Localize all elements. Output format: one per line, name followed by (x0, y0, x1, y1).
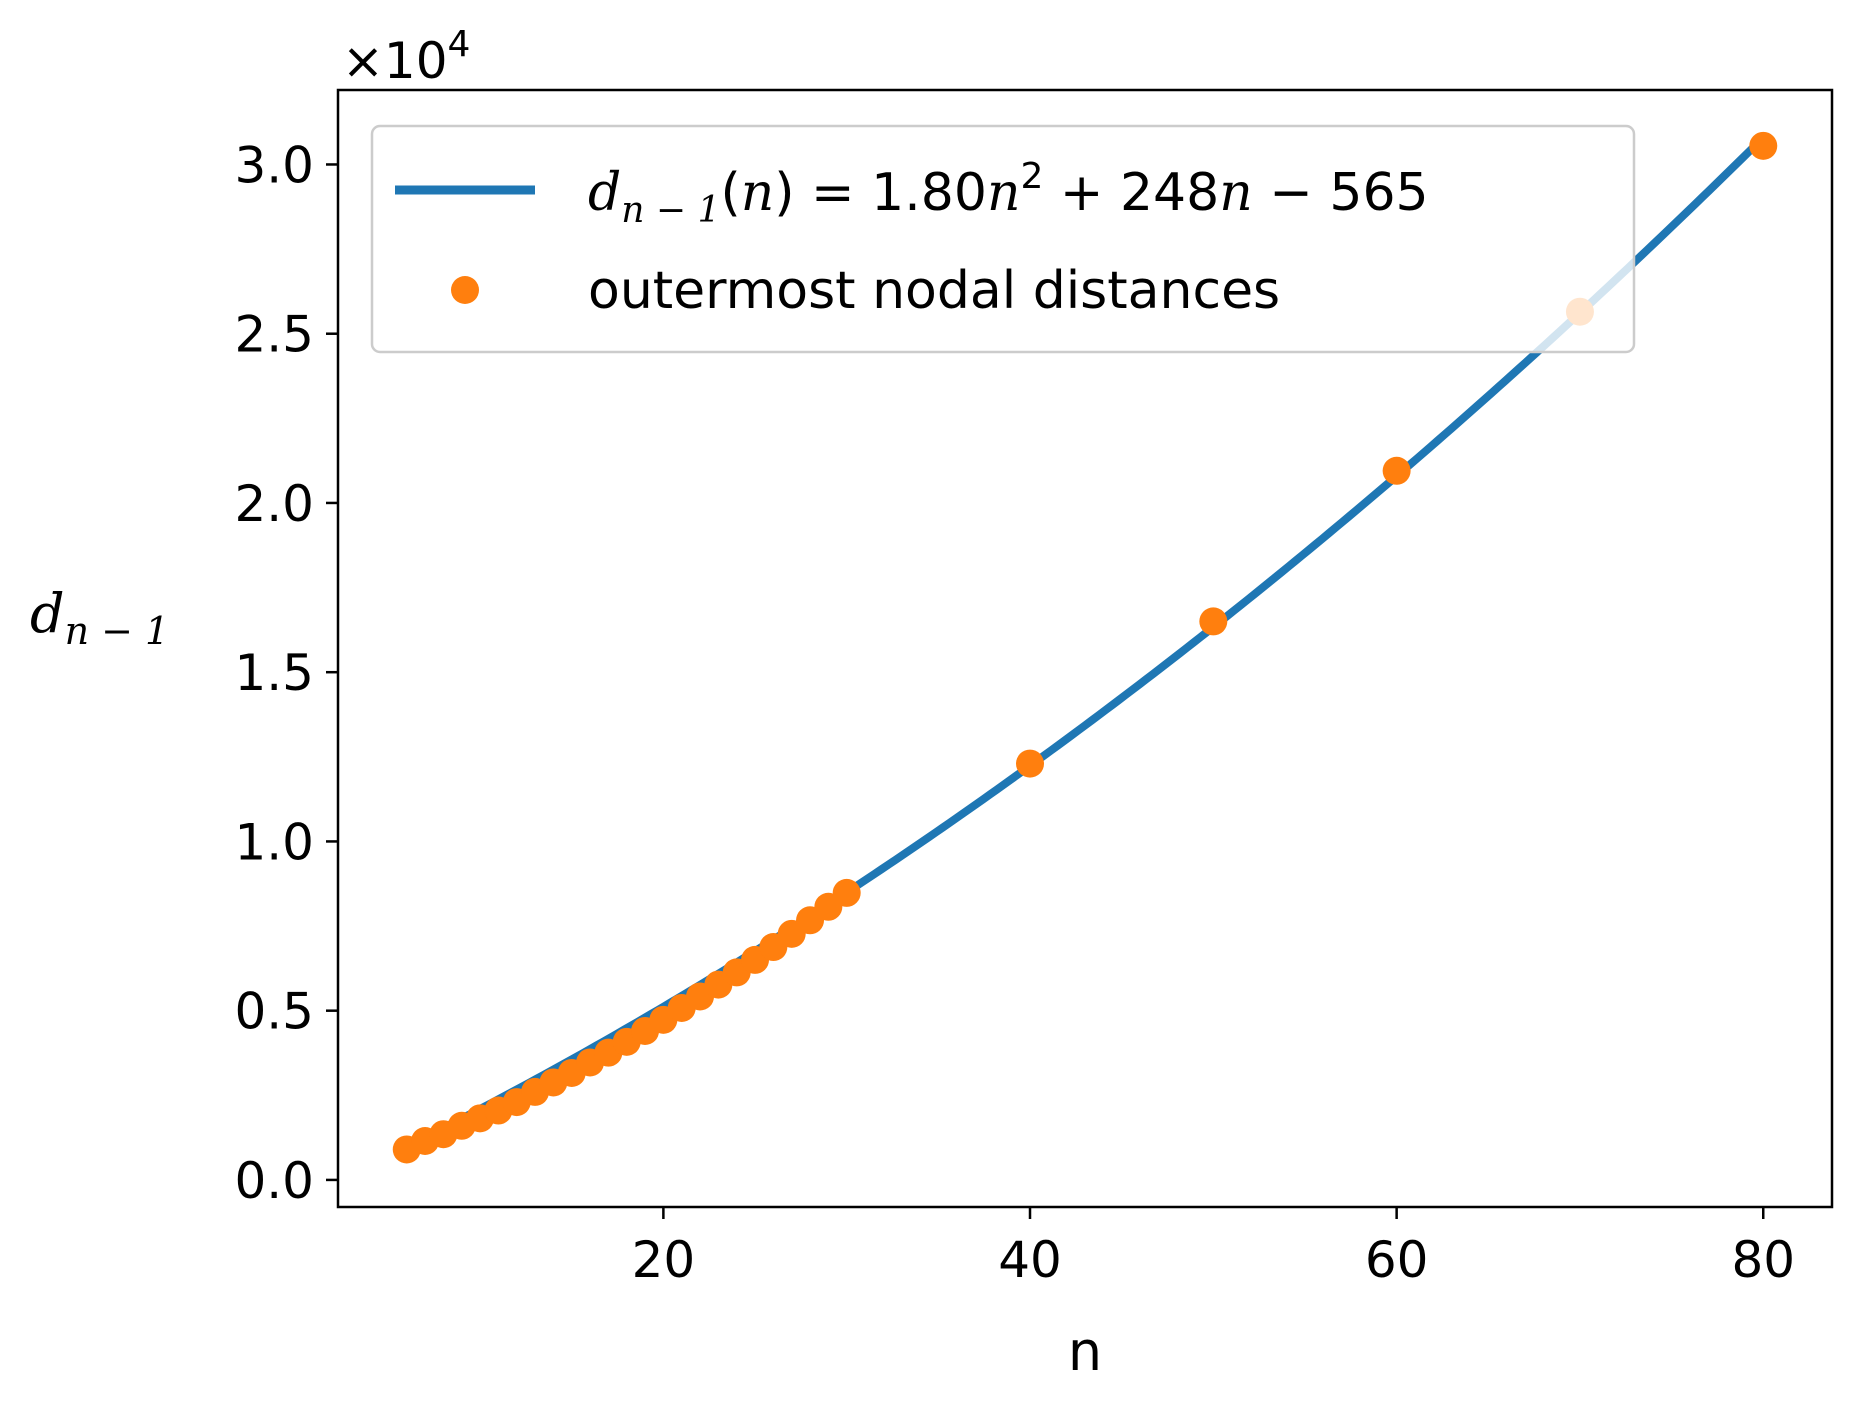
y-axis-label: dn − 1 (30, 582, 169, 653)
y-scale-base: ×10 (342, 32, 448, 90)
y-tick-label: 1.0 (234, 813, 314, 871)
legend-line-label-d: d (588, 163, 621, 223)
legend-line-label-n3: n (1219, 163, 1253, 223)
legend-line-label-superscript: 2 (1020, 156, 1043, 197)
y-tick-label: 2.5 (234, 306, 314, 364)
y-tick-label: 2.0 (234, 475, 314, 533)
x-tick-label: 80 (1731, 1231, 1795, 1289)
data-point (1749, 131, 1778, 160)
y-axis-ticks: 0.0 0.5 1.0 1.5 2.0 2.5 3.0 (234, 136, 338, 1210)
data-point (832, 878, 861, 907)
y-axis-label-subscript: n − 1 (65, 609, 170, 653)
x-tick-label: 20 (632, 1231, 696, 1289)
legend-point-swatch (451, 276, 479, 304)
legend-line-label-n1: n (741, 163, 775, 223)
legend-line-label-tail: − 565 (1253, 163, 1429, 223)
y-scale-multiplier: ×104 (342, 24, 470, 90)
legend-box (370, 124, 1636, 354)
legend-line-label-mid: + 248 (1043, 163, 1219, 223)
legend-line-label-eq: ) = 1.80 (774, 163, 987, 223)
y-tick-label: 1.5 (234, 644, 314, 702)
legend-line-label-n2: n (987, 163, 1021, 223)
legend-line-label-open: ( (720, 163, 740, 223)
legend-line-label-subscript: n − 1 (621, 190, 720, 231)
y-axis-label-d: d (30, 582, 65, 645)
y-scale-exponent: 4 (448, 24, 471, 65)
x-tick-label: 60 (1365, 1231, 1429, 1289)
legend-line-label: dn − 1(n) = 1.80n2 + 248n − 565 (588, 156, 1429, 231)
y-tick-label: 0.5 (234, 983, 314, 1041)
nodal-distance-points (392, 131, 1778, 1164)
data-point (1382, 456, 1411, 485)
plot-area-frame (336, 88, 1834, 1209)
legend: dn − 1(n) = 1.80n2 + 248n − 565 outermos… (370, 124, 1636, 354)
data-point (1199, 607, 1228, 636)
y-tick-label: 3.0 (234, 136, 314, 194)
x-axis-label: n (1068, 1320, 1102, 1383)
x-axis-ticks: 20 40 60 80 (632, 1207, 1795, 1289)
legend-points-label: outermost nodal distances (588, 261, 1280, 321)
y-tick-label: 0.0 (234, 1152, 314, 1210)
x-tick-label: 40 (998, 1231, 1062, 1289)
data-point (1016, 749, 1045, 778)
